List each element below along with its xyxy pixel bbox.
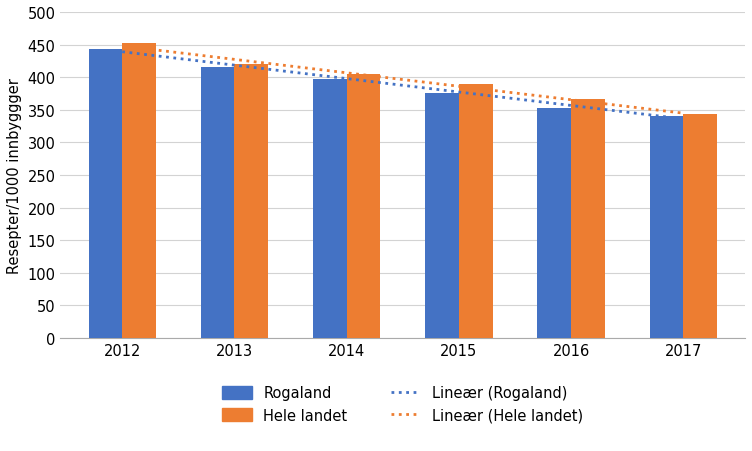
Bar — [123, 43, 156, 338]
Bar — [201, 68, 235, 338]
Bar — [684, 115, 717, 338]
Bar — [425, 94, 459, 338]
Bar — [235, 65, 268, 338]
Y-axis label: Resepter/1000 innbyggger: Resepter/1000 innbyggger — [7, 78, 22, 273]
Bar — [538, 109, 571, 338]
Bar — [347, 75, 381, 338]
Bar — [313, 80, 347, 338]
Legend: Rogaland, Hele landet, Lineær (Rogaland), Lineær (Hele landet): Rogaland, Hele landet, Lineær (Rogaland)… — [217, 380, 589, 428]
Bar — [650, 116, 684, 338]
Bar — [89, 50, 123, 338]
Bar — [459, 84, 493, 338]
Bar — [571, 100, 605, 338]
